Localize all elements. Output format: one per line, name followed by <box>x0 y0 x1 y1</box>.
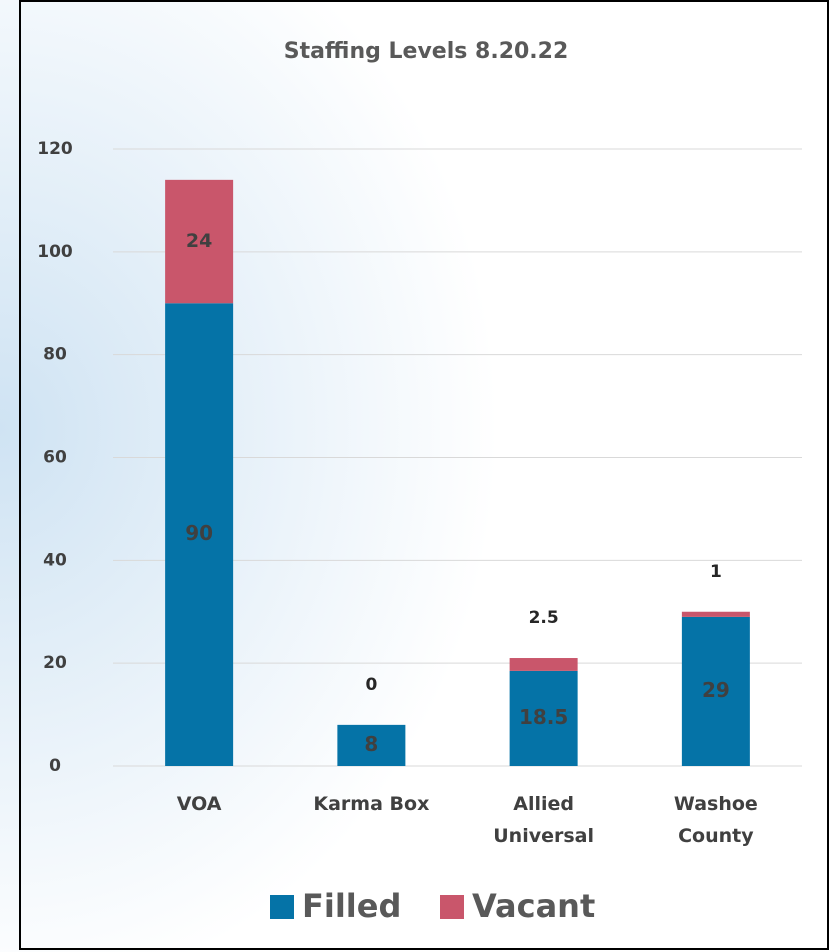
y-tick-label: 20 <box>43 653 67 673</box>
y-tick-label: 120 <box>37 139 73 159</box>
y-tick-label: 0 <box>49 756 61 776</box>
y-tick-label: 40 <box>43 550 67 570</box>
data-label: 29 <box>702 678 730 702</box>
data-label: 1 <box>710 562 722 582</box>
chart-title: Staffing Levels 8.20.22 <box>284 39 569 64</box>
legend-swatch <box>440 895 464 919</box>
x-tick-label: Washoe County <box>673 793 758 847</box>
data-label: 18.5 <box>519 705 568 729</box>
bar-segment <box>165 179 234 304</box>
data-label: 8 <box>364 732 378 756</box>
bar-segment <box>509 670 578 766</box>
bar-segment <box>337 724 406 766</box>
data-label: 24 <box>186 230 212 252</box>
data-label: 90 <box>185 521 213 545</box>
legend-label: Vacant <box>472 887 595 925</box>
x-tick-label: Allied Universal <box>493 793 594 847</box>
y-tick-label: 100 <box>37 242 73 262</box>
legend-swatch <box>270 895 294 919</box>
data-label: 2.5 <box>529 608 559 628</box>
frame <box>19 0 829 950</box>
legend-label: Filled <box>302 887 401 925</box>
data-label: 0 <box>365 675 377 695</box>
y-tick-label: 60 <box>43 448 67 468</box>
bar-segment <box>681 616 750 766</box>
x-tick-label: VOA <box>176 793 222 815</box>
bar-segment <box>681 611 750 617</box>
x-tick-label: Karma Box <box>313 793 430 815</box>
bar-segment <box>509 658 578 671</box>
bar-segment <box>165 303 234 766</box>
y-tick-label: 80 <box>43 345 67 365</box>
